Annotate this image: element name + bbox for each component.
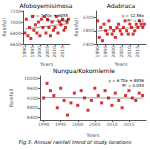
svg-text:8800: 8800 xyxy=(27,105,39,110)
svg-text:Fig 3. Annual rainfall trend o: Fig 3. Annual rainfall trend of study lo… xyxy=(19,139,132,146)
svg-text:1995: 1995 xyxy=(103,46,108,58)
svg-text:2015: 2015 xyxy=(123,122,135,127)
svg-text:9600: 9600 xyxy=(27,86,39,91)
svg-text:2000: 2000 xyxy=(72,122,84,127)
svg-text:9200: 9200 xyxy=(27,96,39,101)
svg-text:2000: 2000 xyxy=(37,46,42,58)
svg-text:1990: 1990 xyxy=(38,122,50,127)
svg-text:R² = 0.054: R² = 0.054 xyxy=(122,83,144,88)
svg-text:2400: 2400 xyxy=(83,42,95,47)
svg-text:Years: Years xyxy=(113,61,128,67)
svg-text:Rainfall: Rainfall xyxy=(1,18,7,37)
svg-text:2010: 2010 xyxy=(52,46,57,58)
svg-text:6600: 6600 xyxy=(10,42,22,47)
svg-text:8400: 8400 xyxy=(27,115,39,120)
svg-text:2005: 2005 xyxy=(45,46,50,58)
svg-text:R² = 0.004: R² = 0.004 xyxy=(46,18,68,23)
svg-text:2015: 2015 xyxy=(135,46,140,58)
svg-text:2010: 2010 xyxy=(127,46,132,58)
svg-text:y = 12.56x: y = 12.56x xyxy=(121,13,144,19)
svg-text:7000: 7000 xyxy=(10,20,22,25)
svg-text:Years: Years xyxy=(86,132,101,138)
svg-text:1990: 1990 xyxy=(22,46,27,58)
svg-text:y = 1.70x + 6855: y = 1.70x + 6855 xyxy=(32,13,68,19)
svg-text:3200: 3200 xyxy=(83,15,95,20)
svg-text:2800: 2800 xyxy=(83,28,95,33)
svg-text:Adabraca: Adabraca xyxy=(107,2,136,9)
svg-text:2005: 2005 xyxy=(119,46,124,58)
svg-text:6800: 6800 xyxy=(10,31,22,36)
svg-text:Afoboyemisimosa: Afoboyemisimosa xyxy=(19,2,72,10)
svg-text:Years: Years xyxy=(39,61,54,67)
svg-text:2000: 2000 xyxy=(111,46,116,58)
svg-text:2015: 2015 xyxy=(60,46,65,58)
svg-text:y = 6.70x + 8856: y = 6.70x + 8856 xyxy=(108,78,144,84)
svg-text:Nungua/Kokomlemle: Nungua/Kokomlemle xyxy=(53,67,115,75)
svg-text:Rainfall: Rainfall xyxy=(73,18,79,37)
svg-text:Rainfall: Rainfall xyxy=(8,89,14,108)
svg-text:R² = 0.1: R² = 0.1 xyxy=(127,18,144,23)
svg-text:2005: 2005 xyxy=(89,122,101,127)
svg-text:1990: 1990 xyxy=(95,46,100,58)
svg-text:7200: 7200 xyxy=(10,9,22,14)
svg-text:10000: 10000 xyxy=(24,76,38,81)
svg-text:1995: 1995 xyxy=(55,122,67,127)
svg-text:2010: 2010 xyxy=(106,122,118,127)
svg-text:1995: 1995 xyxy=(30,46,35,58)
